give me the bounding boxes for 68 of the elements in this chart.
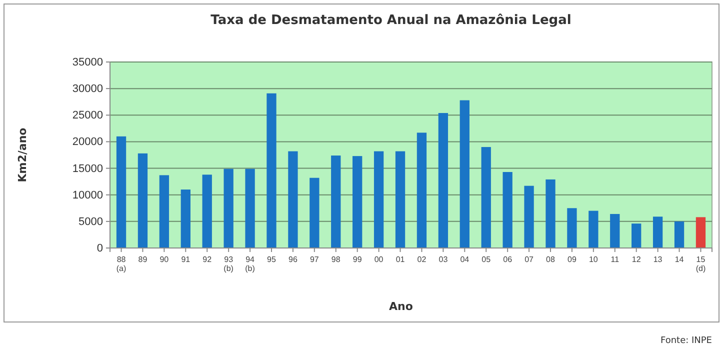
x-tick-label: 95 xyxy=(267,255,276,264)
y-tick-label: 15000 xyxy=(72,162,103,175)
x-tick-label: 94 (b) xyxy=(245,255,256,273)
x-tick-label: 09 xyxy=(568,255,577,264)
x-tick-label: 10 xyxy=(588,255,598,264)
x-tick-label: 06 xyxy=(503,255,513,264)
x-tick-label: 07 xyxy=(524,255,534,264)
bar xyxy=(224,168,234,248)
x-tick-label: 05 xyxy=(482,255,492,264)
x-tick-label: 89 xyxy=(138,255,148,264)
y-tick-label: 5000 xyxy=(78,216,103,228)
x-tick-label: 90 xyxy=(160,255,170,264)
bar xyxy=(481,147,491,248)
x-tick-label: 99 xyxy=(352,255,362,264)
bar xyxy=(652,216,663,248)
bar xyxy=(202,174,212,248)
bar xyxy=(416,132,427,248)
chart-title: Taxa de Desmatamento Anual na Amazônia Legal xyxy=(210,13,572,28)
y-tick-label: 10000 xyxy=(72,189,103,202)
bar xyxy=(116,136,126,248)
bar xyxy=(696,217,706,248)
bar xyxy=(288,151,298,248)
bar xyxy=(374,151,384,248)
bar xyxy=(352,156,362,248)
bar xyxy=(159,175,170,248)
y-tick-label: 25000 xyxy=(72,110,103,122)
x-tick-label: 04 xyxy=(460,255,470,264)
x-tick-label: 96 xyxy=(288,255,298,264)
x-tick-label: 12 xyxy=(632,255,642,264)
bar xyxy=(588,210,598,248)
bar xyxy=(138,153,148,248)
y-tick-label: 0 xyxy=(96,242,103,255)
x-tick-label: 11 xyxy=(610,255,620,264)
x-tick-label: 98 xyxy=(331,255,341,264)
bar xyxy=(266,93,276,248)
x-tick-label: 02 xyxy=(417,255,427,264)
y-tick-label: 30000 xyxy=(72,83,103,96)
x-tick-label: 93 (b) xyxy=(224,255,234,273)
y-tick-label: 20000 xyxy=(72,136,103,148)
bar xyxy=(395,151,406,248)
x-tick-label: 88 (a) xyxy=(116,255,126,273)
x-tick-label: 03 xyxy=(438,255,448,264)
x-tick-label: 91 xyxy=(181,255,191,264)
bar xyxy=(567,208,577,248)
x-tick-label: 15 (d) xyxy=(696,255,706,273)
bar xyxy=(524,186,534,248)
x-tick-label: 13 xyxy=(653,255,663,264)
y-axis-title: Km2/ano xyxy=(16,127,29,182)
bar xyxy=(632,224,642,248)
x-tick-label: 00 xyxy=(374,255,384,264)
bar xyxy=(180,190,190,248)
x-tick-label: 01 xyxy=(396,255,406,264)
bar xyxy=(610,214,620,248)
x-tick-label: 14 xyxy=(674,255,684,264)
x-axis-title: Ano xyxy=(389,300,414,313)
bar xyxy=(460,100,470,248)
bar xyxy=(245,168,255,248)
bar xyxy=(438,113,448,248)
bar xyxy=(674,221,684,248)
x-tick-label: 92 xyxy=(202,255,212,264)
bar xyxy=(502,172,512,248)
bar xyxy=(546,179,556,248)
x-tick-label: 97 xyxy=(310,255,320,264)
source-note: Fonte: INPE xyxy=(660,336,712,346)
bar xyxy=(310,178,320,248)
y-tick-label: 35000 xyxy=(72,56,103,69)
bar xyxy=(331,156,341,248)
x-tick-label: 08 xyxy=(546,255,556,264)
